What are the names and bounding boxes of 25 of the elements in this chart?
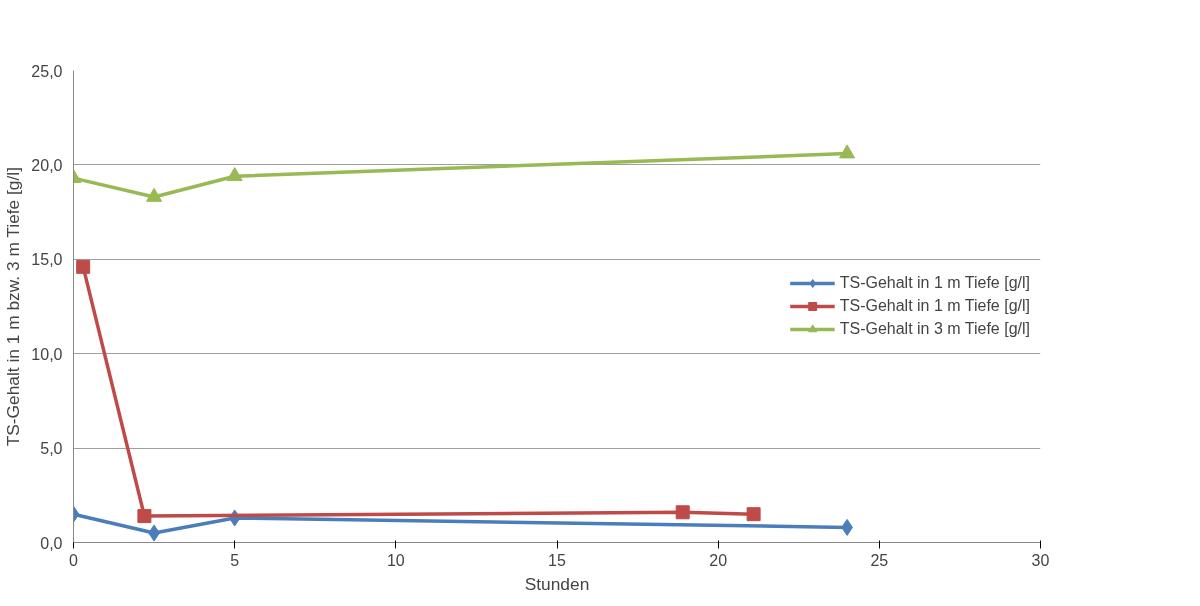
point	[226, 167, 243, 182]
y-tick-label: 15,0	[31, 251, 63, 269]
y-tick-label: 10,0	[31, 345, 63, 363]
legend-label: TS-Gehalt in 1 m Tiefe [g/l]	[839, 274, 1030, 292]
x-tick-label: 20	[709, 551, 728, 569]
point	[675, 505, 690, 520]
point	[146, 187, 163, 202]
y-tick-label: 20,0	[31, 156, 63, 174]
point	[76, 259, 91, 274]
x-tick-label: 5	[230, 551, 240, 569]
y-tick-label: 25,0	[31, 62, 63, 80]
x-tick-label: 25	[870, 551, 889, 569]
legend-label: TS-Gehalt in 3 m Tiefe [g/l]	[839, 320, 1030, 338]
x-tick-label: 0	[69, 551, 79, 569]
point	[839, 144, 856, 159]
x-axis-title: Stunden	[524, 573, 590, 594]
point	[137, 509, 152, 524]
legend-label: TS-Gehalt in 1 m Tiefe [g/l]	[839, 297, 1030, 315]
y-tick-label: 5,0	[40, 440, 63, 458]
y-tick-label: 0,0	[40, 534, 63, 552]
x-tick-label: 15	[548, 551, 566, 569]
y-axis-title: TS-Gehalt in 1 m bzw. 3 m Tiefe [g/l]	[3, 167, 24, 447]
point	[746, 507, 761, 522]
x-tick-label: 10	[386, 551, 405, 569]
x-tick-label: 30	[1031, 551, 1050, 569]
